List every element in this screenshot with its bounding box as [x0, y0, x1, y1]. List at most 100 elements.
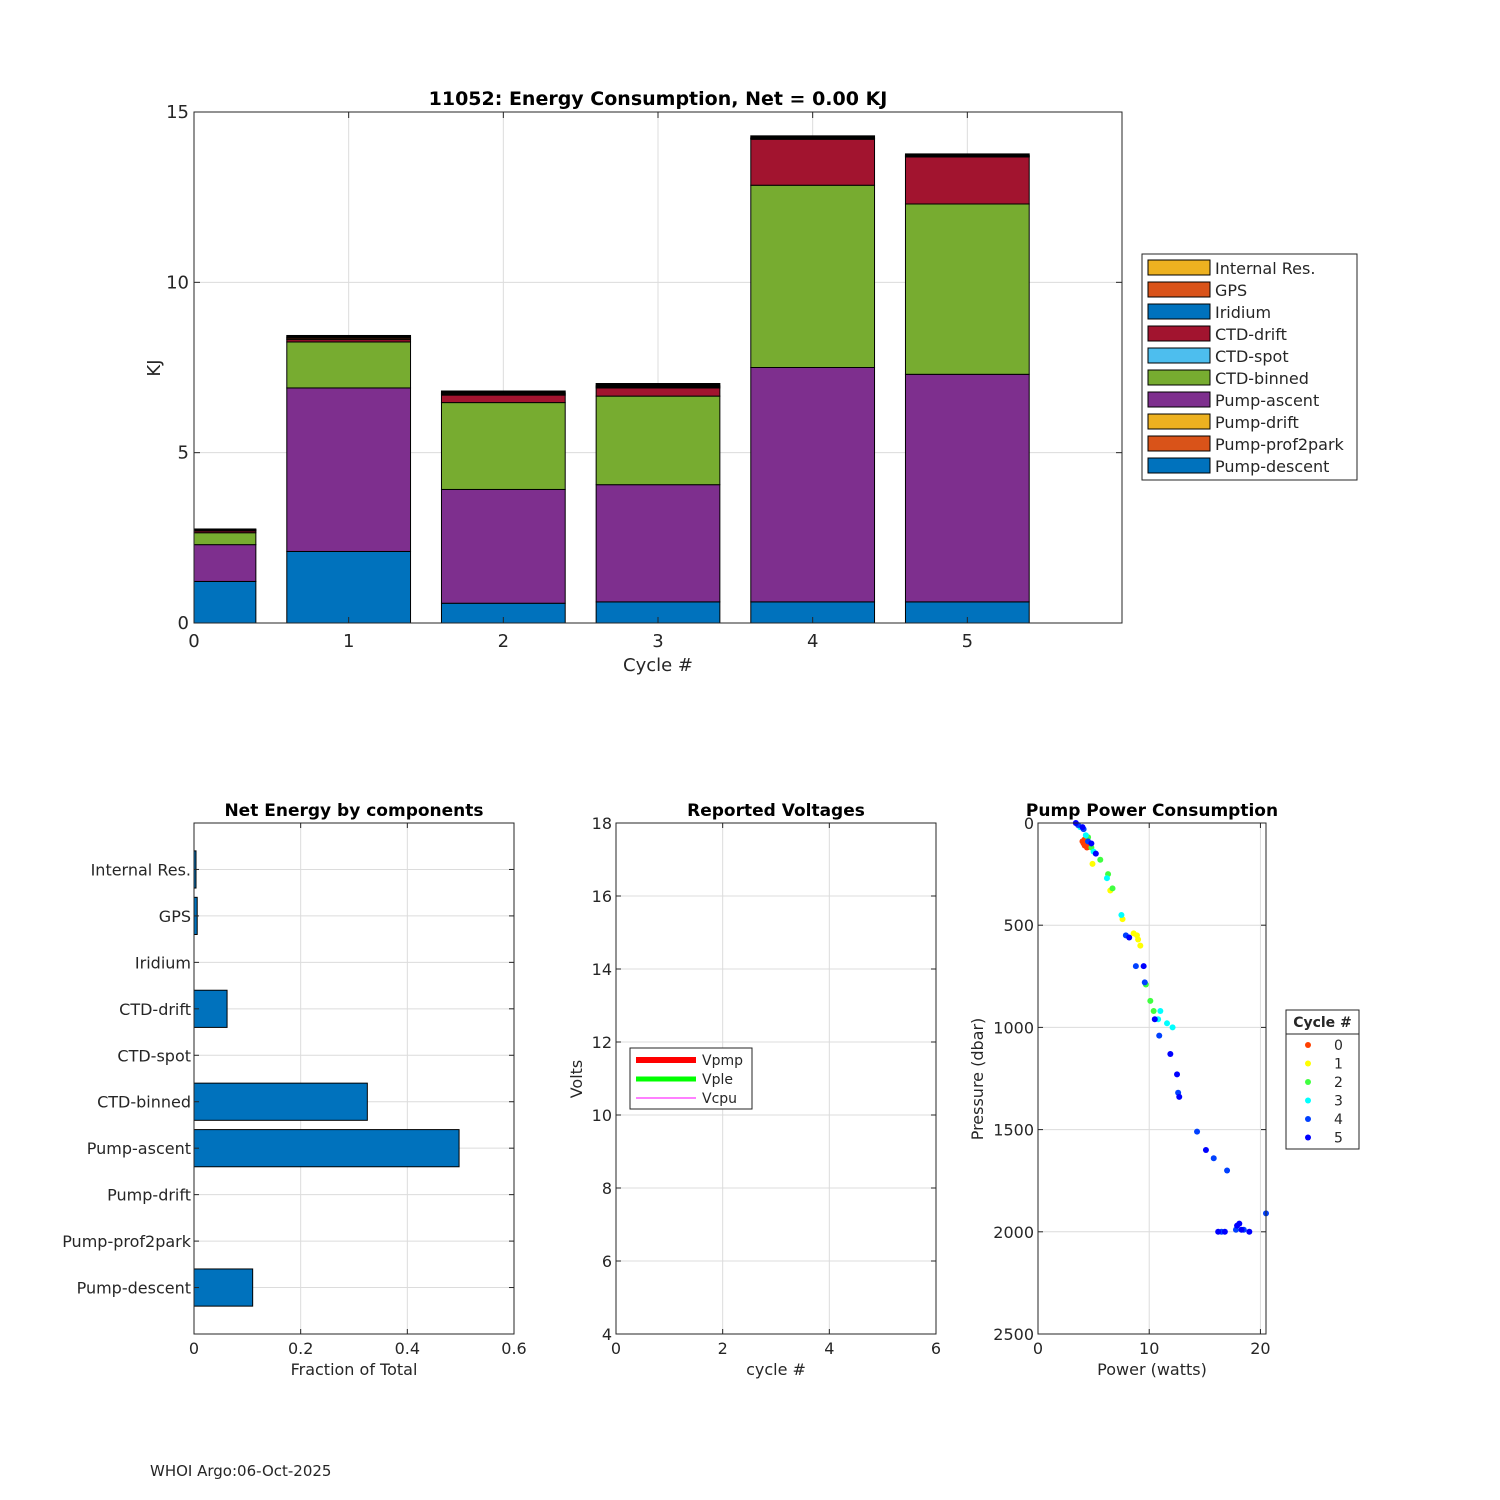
pump-data-point — [1082, 832, 1089, 839]
energy-y-tick-label: 5 — [178, 443, 189, 464]
pump-data-point — [1238, 1226, 1245, 1233]
pump-legend-label: 0 — [1334, 1038, 1343, 1054]
components-y-tick-label: CTD-binned — [97, 1093, 191, 1112]
voltages-chart-title: Reported Voltages — [687, 801, 865, 821]
pump-data-point — [1164, 1020, 1171, 1027]
voltages-x-tick-label: 0 — [611, 1339, 621, 1358]
voltages-y-tick-label: 12 — [592, 1033, 612, 1052]
pump-x-label: Power (watts) — [1097, 1360, 1207, 1379]
pump-legend-marker — [1305, 1042, 1311, 1048]
pump-data-point — [1079, 824, 1086, 831]
components-y-tick-label: Iridium — [135, 953, 191, 972]
pump-data-point — [1097, 856, 1104, 863]
energy-x-tick-label: 1 — [343, 631, 354, 652]
pump-data-point — [1118, 911, 1125, 918]
pump-data-point — [1174, 1071, 1181, 1078]
voltages-y-tick-label: 14 — [592, 960, 612, 979]
pump-data-point — [1167, 1050, 1174, 1057]
energy-bar-segment — [440, 402, 566, 490]
pump-data-point — [1133, 932, 1140, 939]
energy-legend-label: Pump-descent — [1215, 457, 1329, 476]
pump-data-point — [1194, 1128, 1201, 1135]
energy-x-tick-label: 2 — [498, 631, 509, 652]
energy-legend-swatch — [1147, 391, 1211, 408]
energy-legend: Internal Res. GPS Iridium CTD-drift CTD-spot… — [1141, 253, 1358, 481]
energy-bar-segment — [286, 341, 412, 389]
energy-y-tick-label: 10 — [166, 272, 189, 293]
pump-y-tick-label: 0 — [1024, 814, 1034, 833]
components-y-tick-label: CTD-drift — [119, 1000, 191, 1019]
components-y-tick-label: Pump-prof2park — [62, 1232, 192, 1251]
pump-data-point — [1221, 1228, 1228, 1235]
pump-data-point — [1103, 875, 1110, 882]
components-y-tick-label: Internal Res. — [91, 860, 191, 879]
energy-bar-cap — [286, 334, 412, 338]
energy-legend-swatch — [1147, 325, 1211, 342]
energy-y-label: KJ — [144, 359, 165, 376]
pump-data-point — [1157, 1008, 1164, 1015]
energy-bar-cap — [193, 528, 257, 531]
pump-chart-title: Pump Power Consumption — [1026, 801, 1278, 821]
energy-legend-swatch — [1147, 457, 1211, 474]
voltages-y-tick-label: 10 — [592, 1106, 612, 1125]
energy-legend-label: Iridium — [1215, 303, 1271, 322]
energy-bar-segment — [904, 373, 1030, 603]
pump-y-tick-label: 1500 — [993, 1121, 1034, 1140]
voltages-y-tick-label: 8 — [602, 1179, 612, 1198]
energy-bar-cap — [595, 383, 721, 387]
energy-legend-swatch — [1147, 369, 1211, 386]
energy-legend-swatch — [1147, 303, 1211, 320]
energy-x-tick-label: 5 — [962, 631, 973, 652]
pump-data-point — [1137, 942, 1144, 949]
pump-data-point — [1210, 1155, 1217, 1162]
pump-legend-marker — [1305, 1097, 1311, 1104]
energy-bar-segment — [193, 544, 257, 582]
pump-data-point — [1169, 1024, 1176, 1031]
energy-bar-segment — [595, 484, 721, 603]
pump-data-point — [1224, 1167, 1231, 1174]
energy-x-tick-label: 0 — [188, 631, 199, 652]
energy-bar-segment — [286, 550, 412, 624]
energy-y-tick-label: 15 — [166, 102, 189, 123]
components-x-tick-label: 0.6 — [501, 1339, 526, 1358]
pump-data-point — [1246, 1228, 1253, 1235]
energy-legend-label: CTD-binned — [1215, 369, 1309, 388]
energy-bars — [193, 135, 1030, 624]
energy-x-tick-label: 4 — [807, 631, 818, 652]
pump-y-label: Pressure (dbar) — [968, 1018, 987, 1141]
energy-bar-segment — [750, 138, 876, 186]
components-x-tick-label: 0.2 — [288, 1339, 313, 1358]
components-x-label: Fraction of Total — [291, 1360, 418, 1379]
pump-x-tick-label: 10 — [1139, 1339, 1159, 1358]
pump-data-point — [1215, 1228, 1222, 1235]
pump-data-point — [1141, 979, 1148, 986]
energy-legend-swatch — [1147, 281, 1211, 298]
net-energy-components-chart: 0 0.2 0.4 0.6 Internal Res. GPS Iridium CTD-dri… — [62, 801, 527, 1379]
energy-legend-label: Pump-drift — [1215, 413, 1299, 432]
pump-x-tick-label: 20 — [1250, 1339, 1270, 1358]
voltages-x-tick-label: 4 — [824, 1339, 834, 1358]
pump-legend-label: 3 — [1334, 1094, 1343, 1110]
pump-data-point — [1132, 963, 1139, 970]
pump-legend-marker — [1305, 1134, 1311, 1141]
pump-y-tick-label: 2500 — [993, 1325, 1034, 1344]
energy-legend-label: CTD-drift — [1215, 325, 1287, 344]
energy-legend-label: Pump-ascent — [1215, 391, 1319, 410]
components-bars — [193, 850, 460, 1307]
pump-data-point — [1151, 1016, 1158, 1023]
voltages-plot-frame — [615, 822, 937, 1335]
energy-bar-segment — [595, 395, 721, 486]
components-chart-title: Net Energy by components — [224, 801, 483, 821]
energy-bar-segment — [750, 184, 876, 368]
reported-voltages-chart: 0 2 4 6 4 6 8 10 12 14 16 18 Reported Voltages cycl… — [567, 801, 941, 1379]
energy-legend-label: Pump-prof2park — [1215, 435, 1345, 454]
energy-legend-swatch — [1147, 259, 1211, 276]
pump-plot-frame — [1037, 822, 1267, 1335]
voltages-y-tick-label: 16 — [592, 887, 612, 906]
pump-data-point — [1140, 963, 1147, 970]
voltages-y-tick-label: 4 — [602, 1325, 612, 1344]
pump-legend-label: 4 — [1334, 1112, 1343, 1128]
energy-legend-swatch — [1147, 347, 1211, 364]
